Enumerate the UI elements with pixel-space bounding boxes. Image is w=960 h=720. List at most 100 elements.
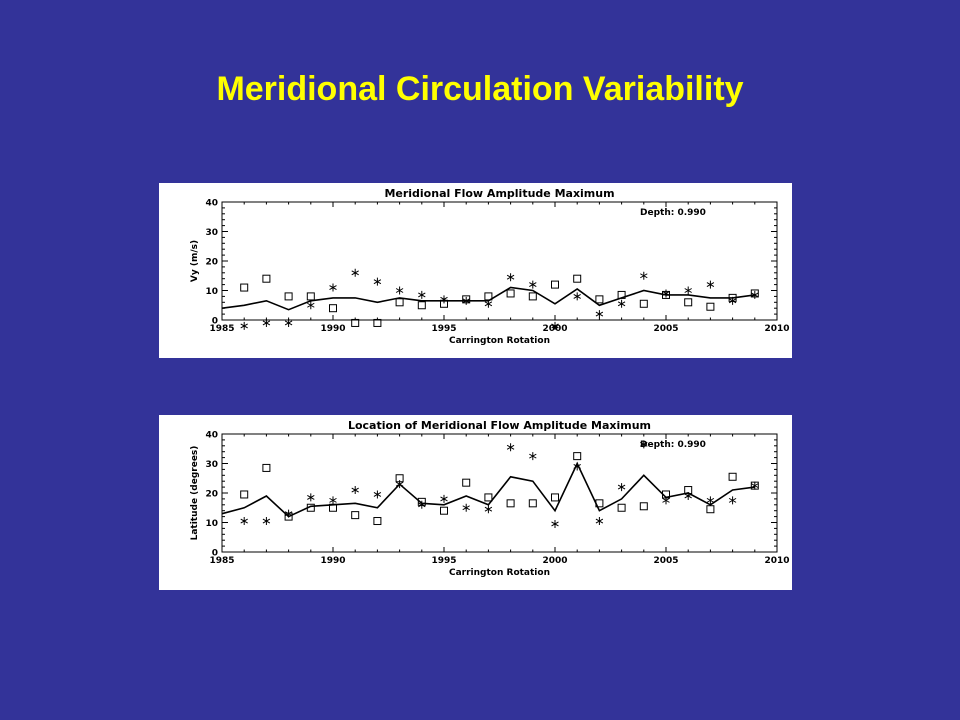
chart1-asterisk-point	[662, 496, 670, 505]
chart0-square-point	[395, 298, 404, 307]
chart0-asterisk-point	[617, 299, 626, 308]
chart0-asterisk-point	[307, 301, 315, 310]
chart1-y-tick-label: 20	[205, 490, 218, 500]
chart1-plot-frame	[221, 433, 778, 553]
chart0-square-point	[528, 292, 537, 301]
chart1-square-point	[262, 463, 271, 472]
chart1-x-tick-label: 2005	[653, 556, 678, 566]
chart1-square-point	[573, 452, 582, 461]
chart0-square-point	[329, 304, 337, 313]
chart1-y-tick-label: 30	[205, 460, 218, 470]
chart0-square-point	[551, 280, 559, 289]
chart0-y-tick-label: 10	[205, 287, 218, 297]
chart0-x-tick-label: 1990	[320, 324, 345, 334]
chart0-asterisk-point	[395, 286, 404, 295]
chart0-asterisk-point	[684, 286, 692, 295]
chart0-asterisk-point	[706, 280, 715, 289]
chart1-asterisk-point	[462, 503, 470, 512]
chart1-asterisk-point	[240, 517, 248, 526]
chart1-square-point	[373, 517, 382, 526]
chart0-x-tick-label: 2005	[653, 324, 678, 334]
chart1-asterisk-point	[573, 462, 581, 471]
chart0-y-axis-label: Vy (m/s)	[190, 240, 200, 282]
chart1-asterisk-point	[640, 440, 648, 449]
chart0-y-tick-label: 0	[212, 317, 218, 327]
chart0-asterisk-point	[351, 268, 359, 277]
chart1-asterisk-point	[617, 483, 626, 492]
chart0-asterisk-point	[506, 273, 515, 282]
chart0-square-point	[706, 302, 715, 311]
meridional-flow-amplitude-chart: Meridional Flow Amplitude Maximum 1985 199…	[190, 187, 790, 346]
chart1-y-tick-label: 0	[212, 549, 218, 559]
chart0-square-point	[595, 295, 604, 304]
chart0-y-tick-label: 30	[205, 228, 218, 238]
chart1-square-point	[306, 503, 315, 512]
chart1-square-point	[728, 472, 737, 481]
chart1-square-point	[617, 503, 626, 512]
chart0-x-tick-label: 1985	[209, 324, 234, 334]
chart1-square-point	[462, 478, 471, 487]
chart1-x-tick-label: 2000	[542, 556, 567, 566]
chart0-asterisk-point	[240, 321, 248, 330]
chart0-asterisk-point	[440, 295, 448, 304]
chart0-title: Meridional Flow Amplitude Maximum	[384, 187, 614, 200]
chart0-square-point	[573, 274, 582, 283]
chart0-asterisk-point	[595, 310, 604, 319]
chart1-title: Location of Meridional Flow Amplitude Ma…	[348, 419, 651, 432]
chart1-square-point	[440, 506, 448, 515]
chart0-y-tick-label: 40	[205, 199, 218, 209]
chart0-asterisk-point	[728, 296, 737, 305]
chart0-asterisk-point	[551, 321, 559, 330]
chart1-asterisk-point	[284, 509, 293, 518]
chart0-asterisk-point	[751, 290, 759, 299]
chart0-asterisk-point	[329, 283, 337, 292]
chart0-square-point	[351, 318, 360, 327]
chart0-square-point	[240, 283, 249, 292]
chart1-x-tick-label: 1990	[320, 556, 345, 566]
chart0-x-tick-label: 2010	[764, 324, 789, 334]
chart1-square-point	[639, 502, 648, 511]
chart1-square-point	[551, 493, 559, 502]
chart1-square-point	[506, 499, 515, 508]
chart1-square-point	[528, 499, 537, 508]
chart1-asterisk-point	[595, 517, 604, 526]
chart1-asterisk-point	[351, 486, 359, 495]
slide-title: Meridional Circulation Variability	[216, 70, 744, 108]
chart0-square-point	[684, 298, 693, 307]
chart1-asterisk-point	[751, 481, 759, 490]
chart0-square-point	[373, 318, 382, 327]
chart0-square-point	[284, 292, 293, 301]
chart1-asterisk-point	[706, 496, 715, 505]
chart0-x-axis-label: Carrington Rotation	[449, 336, 550, 346]
chart1-square-point	[484, 493, 493, 502]
chart1-asterisk-point	[262, 517, 271, 526]
chart1-square-point	[351, 511, 360, 520]
chart1-asterisk-point	[684, 491, 692, 500]
chart0-asterisk-point	[262, 318, 271, 327]
meridional-flow-location-chart: Location of Meridional Flow Amplitude Ma…	[190, 419, 790, 578]
chart0-asterisk-point	[373, 277, 382, 286]
chart1-asterisk-point	[484, 505, 493, 514]
chart0-asterisk-point	[462, 296, 470, 305]
chart0-asterisk-point	[284, 318, 293, 327]
meridional-flow-location-chart-panel: Location of Meridional Flow Amplitude Ma…	[159, 415, 792, 590]
chart1-asterisk-point	[307, 493, 315, 502]
chart0-square-point	[417, 301, 426, 310]
chart1-x-tick-label: 1985	[209, 556, 234, 566]
meridional-flow-amplitude-chart-panel: Meridional Flow Amplitude Maximum 1985 199…	[159, 183, 792, 358]
chart1-x-tick-label: 2010	[764, 556, 789, 566]
chart0-annotation: Depth: 0.990	[640, 208, 706, 218]
chart0-asterisk-point	[529, 280, 537, 289]
chart1-asterisk-point	[551, 519, 559, 528]
chart0-square-point	[262, 274, 271, 283]
chart1-annotation: Depth: 0.990	[640, 440, 706, 450]
chart0-y-tick-label: 20	[205, 258, 218, 268]
chart0-asterisk-point	[640, 271, 648, 280]
chart1-asterisk-point	[529, 452, 537, 461]
chart1-asterisk-point	[373, 490, 382, 499]
chart1-asterisk-point	[329, 496, 337, 505]
chart0-x-tick-label: 1995	[431, 324, 456, 334]
chart0-square-point	[639, 299, 648, 308]
chart0-square-point	[617, 290, 626, 299]
chart0-asterisk-point	[418, 290, 426, 299]
